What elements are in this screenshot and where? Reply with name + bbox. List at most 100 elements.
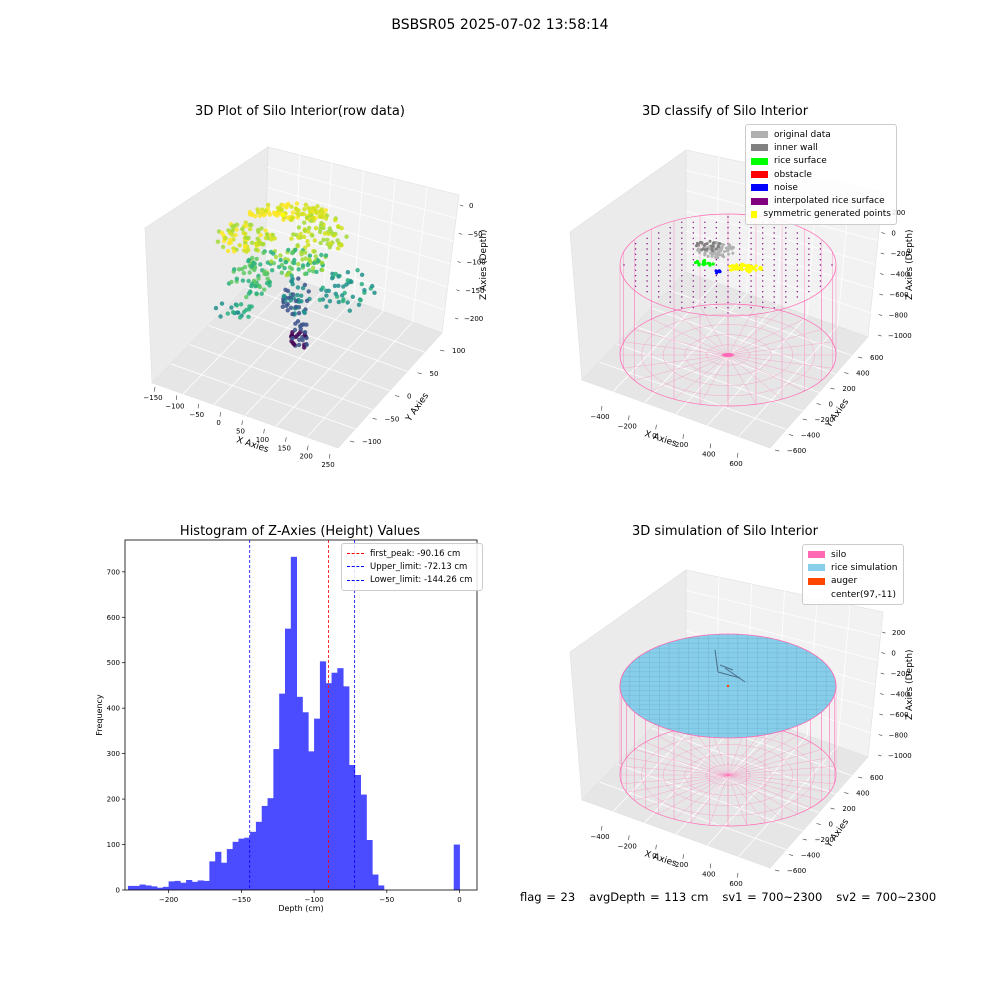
plot1-point (336, 224, 341, 229)
plot2-interpolated-point (785, 243, 787, 245)
plot1-point (300, 263, 306, 268)
plot1-point (249, 264, 255, 269)
plot1-point (330, 231, 335, 236)
plot1-point (320, 215, 325, 220)
plot2-silo-floor-spoke (651, 354, 729, 392)
plot2-interpolated-point (692, 296, 694, 298)
legend-label: center(97,-11) (831, 589, 896, 600)
plot1-point (282, 265, 287, 271)
plot2-point (720, 245, 724, 249)
plot1-point (306, 229, 311, 234)
plot2-interpolated-point (692, 291, 694, 293)
plot1-x-tick-mark (263, 428, 265, 434)
plot2-interpolated-point (669, 237, 671, 239)
plot1-point (296, 225, 302, 230)
legend-label: Upper_limit: -72.13 cm (370, 561, 468, 572)
histogram-bar (285, 628, 292, 890)
plot4-silo-floor-spoke (727, 742, 811, 776)
plot4-y-tick-mark (816, 823, 821, 825)
plot1-highlight-point (281, 213, 285, 217)
plot2-point (749, 264, 753, 268)
plot2-interpolated-point (727, 291, 729, 293)
plot1-point (323, 208, 328, 213)
plot2-silo-floor-ring (706, 344, 750, 366)
plot3-legend-item: Upper_limit: -72.13 cm (347, 560, 477, 573)
plot2-interpolated-point (808, 264, 810, 266)
plot1-point (303, 330, 308, 335)
plot2-point (703, 251, 707, 255)
plot2-interpolated-point (727, 216, 729, 218)
plot2-interpolated-point (623, 264, 625, 266)
plot1-point (219, 230, 224, 235)
plot2-interpolated-point (773, 237, 775, 239)
plot2-legend: original data inner wall rice surface obsta… (745, 124, 897, 226)
plot2-interpolated-point (715, 259, 718, 261)
plot2-interpolated-point (819, 285, 822, 287)
plot2-x-tick-mark (737, 452, 739, 458)
plot2-point (696, 248, 700, 252)
legend-line-swatch (347, 553, 364, 555)
plot3-legend: first_peak: -90.16 cm Upper_limit: -72.13… (341, 543, 483, 591)
plot2-point (702, 243, 706, 247)
plot1-point (345, 270, 351, 275)
plot1-z-tick-mark (454, 317, 459, 320)
plot4-z-label: Z Axies (Depth) (905, 649, 915, 720)
plot1-point (340, 293, 345, 298)
plot1-point (229, 305, 234, 310)
plot1-point (304, 342, 309, 347)
plot2-interpolated-point (796, 275, 798, 277)
histogram-bar (261, 805, 268, 890)
plot1-point (306, 242, 311, 248)
plot2-x-tick-mark (682, 434, 684, 439)
plot4-legend: silo rice simulation auger center(97,-11) (802, 544, 904, 606)
plot2-y-tick-label: −200 (815, 416, 834, 424)
plot1-point (232, 267, 237, 272)
plot2-interpolated-point (704, 291, 706, 293)
plot2-silo-floor-spoke (623, 354, 729, 369)
plot2-interpolated-point (750, 285, 752, 287)
plot1-point (242, 244, 248, 250)
plot2-interpolated-point (692, 248, 694, 250)
plot2-interpolated-point (773, 227, 775, 229)
plot2-point (754, 264, 758, 268)
plot1-point (290, 336, 295, 341)
plot1-point (291, 232, 296, 237)
legend-swatch (751, 171, 768, 179)
plot4-silo-floor-spoke (658, 774, 729, 815)
plot2-interpolated-point (762, 237, 764, 239)
plot2-interpolated-point (715, 285, 718, 287)
plot2-interpolated-point (762, 296, 764, 298)
plot1-y-ticks: −100 −50 0 50 100 (349, 347, 465, 446)
plot2-interpolated-point (785, 232, 787, 234)
plot2-interpolated-point (808, 237, 810, 239)
plot2-interpolated-point (704, 307, 706, 309)
plot2-interpolated-point (773, 259, 775, 261)
plot2-point (708, 263, 712, 267)
plot2-point (732, 264, 736, 268)
plot1-point (283, 260, 289, 265)
plot1-point (234, 222, 240, 227)
plot2-interpolated-point (681, 221, 683, 223)
plot2-interpolated-point (658, 248, 660, 250)
plot1-point (249, 240, 255, 245)
plot1-z-tick-mark (457, 261, 461, 263)
plot1-point (305, 239, 310, 244)
plot1-point (292, 260, 297, 266)
plot2-interpolated-point (796, 291, 798, 293)
plot4-x-tick-mark (655, 844, 657, 850)
plot4-silo-floor-ring (684, 754, 772, 796)
histogram-bar (162, 886, 169, 890)
plot1-point (215, 239, 221, 244)
sv2-value: sv2 = 700~2300 (836, 890, 937, 904)
plot2-interpolated-point (831, 264, 833, 266)
plot4-silo-floor-spoke (727, 735, 798, 776)
plot2-interpolated-point (634, 243, 637, 245)
plot2-point (711, 262, 715, 266)
plot2-interpolated-point (681, 280, 683, 282)
plot2-interpolated-point (796, 237, 798, 239)
legend-label: first_peak: -90.16 cm (370, 548, 461, 559)
plot4-silo-floor-spoke (626, 774, 729, 793)
plot2-interpolated-point (681, 253, 683, 255)
plot4-y-tick-mark (857, 776, 863, 779)
